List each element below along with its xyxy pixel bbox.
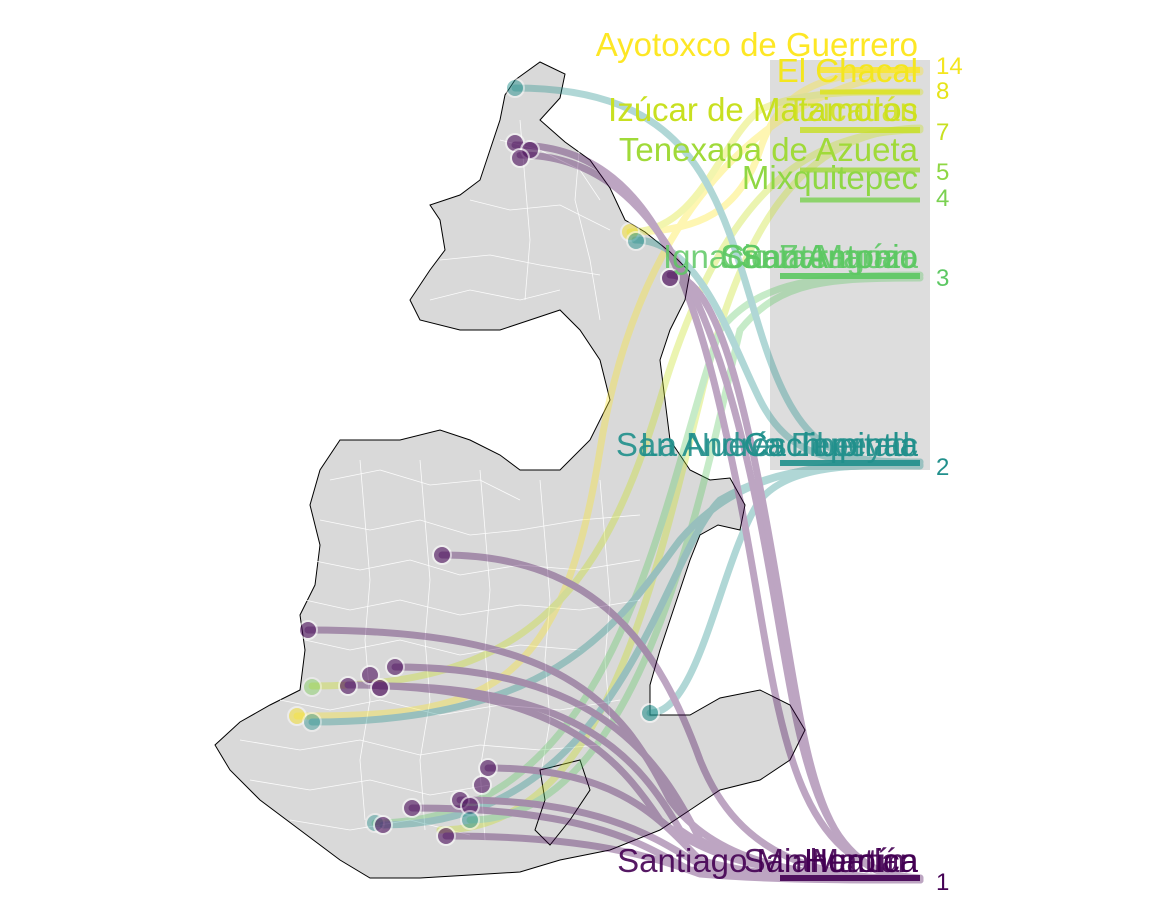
value-5: 5 xyxy=(936,159,949,186)
label-ayotoxco: Ayotoxco de Guerrero xyxy=(596,26,918,63)
label-izucar: Izúcar de Matamoros xyxy=(608,91,918,128)
label-cachupintla: Cachupintla xyxy=(744,426,919,463)
value-3: 3 xyxy=(936,265,949,292)
label-san-andres-tepeyac: San Andrés Tepeyac xyxy=(616,426,918,463)
label-heroica: Heroica xyxy=(804,842,918,879)
value-2: 2 xyxy=(936,454,949,481)
value-4: 4 xyxy=(936,185,949,212)
inner-region-boundary xyxy=(534,759,591,846)
value-8: 8 xyxy=(936,78,949,105)
value-1: 1 xyxy=(936,869,949,896)
origin-points xyxy=(287,78,680,846)
label-cuautempan: Cuautempan xyxy=(721,238,910,275)
label-san-martin: San Martín xyxy=(744,842,905,879)
label-santa-maria: Santa María xyxy=(720,238,900,275)
label-mixquitepec: Mixquitepec xyxy=(742,159,918,196)
label-el-chacal: El Chacal xyxy=(777,52,918,89)
label-san-antonio: San Antonio xyxy=(740,238,918,275)
name-labels: Ayotoxco de Guerrero El Chacal Izúcar de… xyxy=(596,26,919,879)
state-outline-north xyxy=(214,61,806,879)
value-14: 14 xyxy=(936,53,963,80)
flow-background xyxy=(770,60,930,470)
label-ignacio-zaragoza: Ignacio Zaragoza xyxy=(663,238,919,275)
label-santiago-miahuatlan: Santiago Miahuatlán xyxy=(617,842,918,879)
endpoint-bars xyxy=(780,67,920,881)
label-la-nueva-libertad: La Nueva Libertad xyxy=(640,426,910,463)
flows xyxy=(293,66,924,884)
value-labels: 14 8 7 5 4 3 2 1 xyxy=(936,53,963,896)
municipal-boundaries xyxy=(239,119,641,841)
label-tenexapa: Tenexapa de Azueta xyxy=(619,131,919,168)
value-7: 7 xyxy=(936,119,949,146)
label-tzicatlan: Tzicatlán xyxy=(786,91,918,128)
